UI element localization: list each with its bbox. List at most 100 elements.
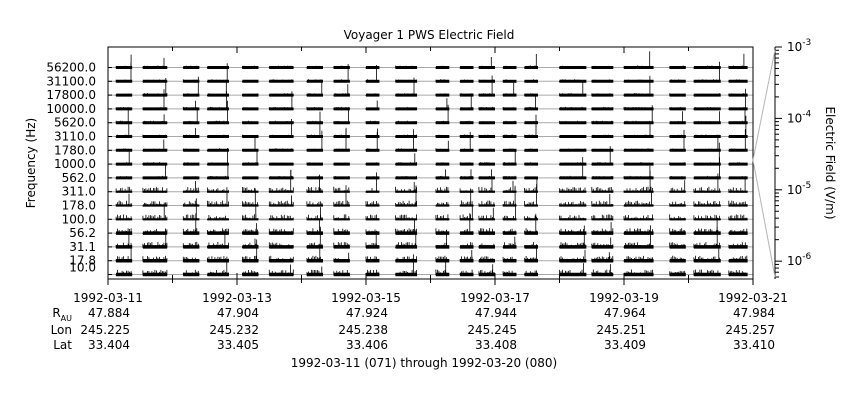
signal-burst bbox=[623, 170, 653, 193]
signal-burst bbox=[365, 66, 379, 69]
signal-burst bbox=[693, 217, 720, 235]
signal-burst bbox=[207, 100, 229, 124]
signal-burst bbox=[728, 115, 748, 138]
signal-burst bbox=[242, 107, 258, 110]
x-tick-label: 1992-03-21 bbox=[718, 291, 788, 305]
ephemeris-value: 245.245 bbox=[467, 323, 517, 337]
signal-burst bbox=[142, 89, 168, 110]
signal-burst bbox=[435, 134, 449, 138]
signal-burst bbox=[669, 65, 686, 69]
signal-burst bbox=[306, 174, 323, 193]
signal-burst bbox=[435, 98, 449, 110]
signal-burst bbox=[268, 65, 294, 69]
signal-burst bbox=[693, 200, 720, 207]
frequency-tick-label: 562.0 bbox=[62, 171, 96, 185]
signal-burst bbox=[459, 269, 473, 276]
signal-burst bbox=[268, 93, 294, 97]
signal-burst bbox=[591, 176, 614, 179]
signal-burst bbox=[559, 263, 586, 276]
channel-trace bbox=[108, 61, 753, 83]
signal-burst bbox=[435, 65, 449, 69]
signal-burst bbox=[623, 228, 653, 235]
signal-burst bbox=[268, 119, 294, 138]
signal-burst bbox=[502, 256, 516, 262]
signal-burst bbox=[478, 57, 495, 69]
signal-burst bbox=[693, 269, 720, 276]
ephemeris-row-label: RAU bbox=[52, 306, 72, 323]
signal-burst bbox=[395, 134, 417, 138]
signal-burst bbox=[524, 177, 538, 193]
signal-burst bbox=[115, 214, 132, 221]
signal-burst bbox=[524, 94, 537, 110]
frequency-tick-label: 56.2 bbox=[69, 226, 96, 240]
signal-burst bbox=[435, 93, 449, 97]
signal-burst bbox=[524, 270, 537, 276]
channel-trace bbox=[108, 128, 753, 152]
signal-burst bbox=[365, 162, 379, 166]
frequency-tick-label: 17.8 bbox=[69, 254, 96, 268]
signal-burst bbox=[115, 54, 132, 69]
signal-burst bbox=[365, 269, 379, 276]
signal-burst bbox=[395, 120, 417, 124]
signal-burst bbox=[306, 162, 323, 166]
signal-burst bbox=[268, 264, 294, 276]
signal-burst bbox=[435, 255, 449, 262]
signal-burst bbox=[333, 109, 350, 124]
signal-burst bbox=[207, 228, 229, 235]
signal-burst bbox=[591, 187, 614, 193]
signal-burst bbox=[524, 248, 537, 262]
signal-burst bbox=[524, 93, 537, 97]
signal-burst bbox=[306, 130, 323, 152]
signal-burst bbox=[182, 200, 199, 207]
signal-burst bbox=[478, 162, 495, 166]
signal-burst bbox=[268, 228, 294, 235]
signal-burst bbox=[693, 214, 720, 221]
signal-burst bbox=[306, 266, 323, 276]
x-tick-label: 1992-03-19 bbox=[589, 291, 659, 305]
x-tick-label: 1992-03-15 bbox=[331, 291, 401, 305]
signal-burst bbox=[459, 169, 473, 179]
signal-burst bbox=[395, 182, 417, 193]
signal-burst bbox=[459, 250, 473, 262]
signal-burst bbox=[669, 79, 686, 83]
chart-title: Voyager 1 PWS Electric Field bbox=[344, 28, 515, 42]
signal-burst bbox=[591, 93, 614, 97]
signal-burst bbox=[115, 234, 132, 248]
ephemeris-value: 33.405 bbox=[217, 338, 259, 352]
signal-burst bbox=[693, 93, 720, 97]
ephemeris-value: 245.232 bbox=[209, 323, 259, 337]
frequency-tick-label: 311.0 bbox=[62, 185, 96, 199]
signal-burst bbox=[669, 228, 686, 235]
signal-burst bbox=[669, 129, 686, 152]
channel-trace bbox=[108, 157, 753, 180]
signal-burst bbox=[115, 62, 132, 83]
signal-burst bbox=[435, 104, 449, 124]
signal-burst bbox=[268, 120, 294, 124]
signal-burst bbox=[478, 207, 495, 221]
signal-burst bbox=[365, 93, 379, 97]
signal-burst bbox=[524, 176, 537, 179]
channel-trace bbox=[108, 213, 753, 235]
signal-burst bbox=[591, 134, 614, 138]
y2-tick-label: 10-4 bbox=[787, 109, 812, 125]
signal-burst bbox=[459, 132, 473, 152]
ephemeris-value: 33.406 bbox=[346, 338, 388, 352]
signal-burst bbox=[693, 226, 720, 248]
signal-burst bbox=[478, 200, 495, 207]
signal-burst bbox=[524, 215, 537, 221]
signal-burst bbox=[559, 135, 586, 138]
signal-burst bbox=[728, 214, 748, 221]
signal-burst bbox=[395, 79, 417, 83]
signal-burst bbox=[182, 241, 199, 248]
signal-burst bbox=[115, 193, 132, 207]
signal-burst bbox=[365, 214, 379, 221]
ephemeris-value: 33.408 bbox=[475, 338, 517, 352]
ephemeris-value: 245.225 bbox=[80, 323, 130, 337]
x-tick-label: 1992-03-13 bbox=[202, 291, 272, 305]
signal-burst bbox=[395, 107, 417, 110]
channel-trace bbox=[108, 142, 753, 166]
signal-burst bbox=[115, 228, 132, 235]
signal-burst bbox=[333, 242, 350, 248]
signal-burst bbox=[242, 151, 258, 166]
signal-burst bbox=[623, 51, 653, 69]
